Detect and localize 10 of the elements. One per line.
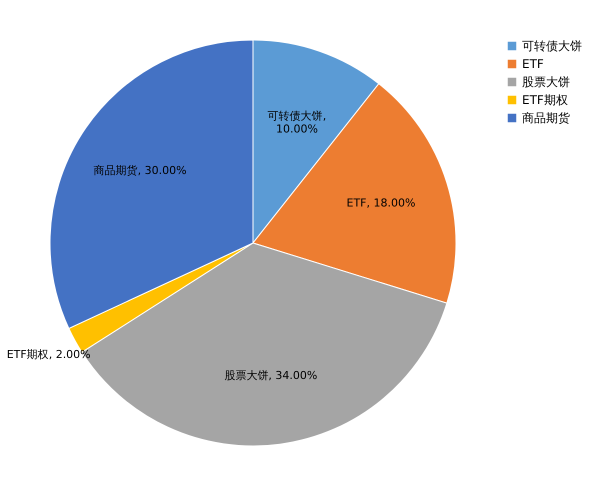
legend-label: ETF期权 bbox=[522, 93, 568, 107]
data-label: 股票大饼, 34.00% bbox=[224, 368, 318, 382]
data-label: ETF, 18.00% bbox=[346, 196, 416, 210]
data-label: 商品期货, 30.00% bbox=[94, 164, 187, 177]
legend-label: 股票大饼 bbox=[522, 75, 570, 89]
data-label: ETF期权, 2.00% bbox=[6, 348, 91, 361]
legend-label: 可转债大饼 bbox=[522, 39, 582, 53]
data-label: 可转债大饼, 10.00% bbox=[268, 109, 326, 136]
legend-label: 商品期货 bbox=[522, 111, 570, 125]
legend-label: ETF bbox=[522, 57, 544, 71]
